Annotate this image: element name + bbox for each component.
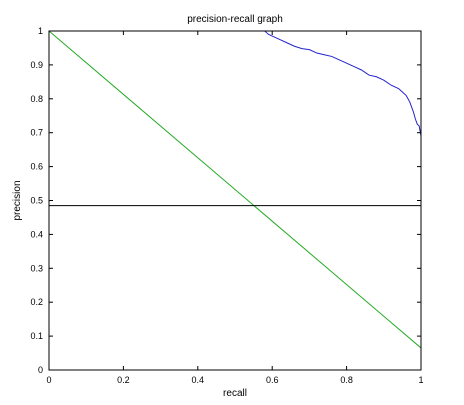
y-tick-label: 1 — [38, 26, 43, 36]
y-tick-label: 0.5 — [30, 196, 43, 206]
x-tick-label: 0.8 — [340, 375, 353, 385]
x-tick-label: 0.6 — [266, 375, 279, 385]
x-tick-label: 0.2 — [117, 375, 130, 385]
y-tick-label: 0.3 — [30, 263, 43, 273]
x-tick-label: 0 — [46, 375, 51, 385]
x-axis-label: recall — [223, 388, 247, 399]
y-tick-label: 0.6 — [30, 162, 43, 172]
y-tick-label: 0.4 — [30, 229, 43, 239]
y-tick-label: 0.9 — [30, 60, 43, 70]
y-tick-label: 0 — [38, 365, 43, 375]
y-tick-label: 0.8 — [30, 94, 43, 104]
x-tick-label: 0.4 — [192, 375, 205, 385]
series-layer — [49, 31, 421, 349]
y-axis-label: precision — [12, 180, 23, 220]
series-line-2 — [49, 31, 421, 349]
chart-title: precision-recall graph — [187, 14, 283, 25]
axes-frame — [48, 30, 422, 371]
y-tick-label: 0.1 — [30, 331, 43, 341]
x-tick-label: 1 — [418, 375, 423, 385]
y-tick-label: 0.7 — [30, 128, 43, 138]
series-line-1 — [242, 31, 421, 137]
y-tick-label: 0.2 — [30, 297, 43, 307]
ticks-layer: 0 0.2 0.4 0.6 0.8 1 0 0.1 0.2 0.3 0.4 0.5 0.6 0.7 0.8 0… — [30, 26, 423, 385]
